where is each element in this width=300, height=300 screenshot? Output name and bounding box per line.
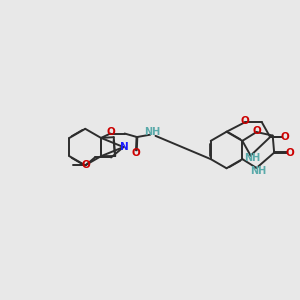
Text: O: O: [280, 132, 289, 142]
Text: O: O: [286, 148, 294, 158]
Text: NH: NH: [250, 166, 266, 176]
Text: O: O: [240, 116, 249, 126]
Text: N: N: [120, 142, 129, 152]
Text: NH: NH: [244, 153, 260, 163]
Text: O: O: [82, 160, 90, 170]
Text: O: O: [106, 127, 115, 137]
Text: NH: NH: [144, 127, 160, 137]
Text: O: O: [253, 126, 262, 136]
Text: O: O: [132, 148, 141, 158]
